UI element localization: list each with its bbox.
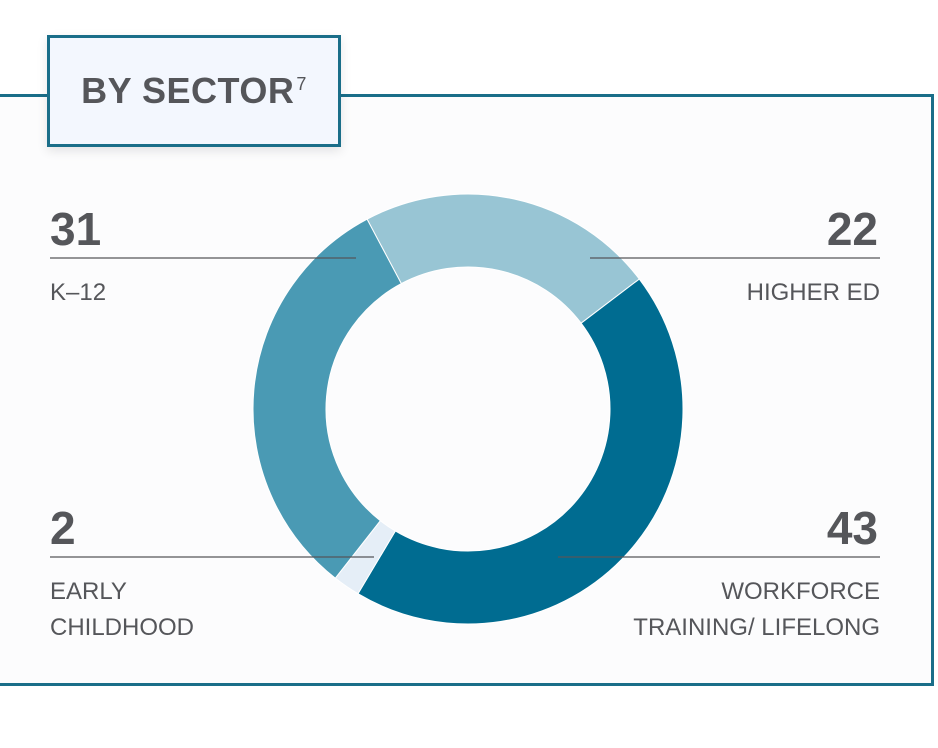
stat-label-workforce-line1: WORKFORCE <box>721 578 880 605</box>
stat-label-k12: K–12 <box>50 279 107 306</box>
footnote-marker: 7 <box>296 74 307 94</box>
donut-slices <box>252 193 684 625</box>
stat-label-higher-ed: HIGHER ED <box>746 279 880 306</box>
stat-label-workforce-line2: TRAINING/ LIFELONG <box>633 614 880 641</box>
section-tab: BY SECTOR 7 <box>47 35 341 147</box>
donut-slice-workforce-training-lifelong <box>357 278 684 625</box>
leader-lines <box>50 257 880 558</box>
stat-value-k12: 31 <box>50 203 102 255</box>
stat-label-early-childhood-line1: EARLY <box>50 578 127 605</box>
donut-slice-k-12 <box>252 218 403 579</box>
section-title: BY SECTOR 7 <box>81 70 307 112</box>
stat-value-early-childhood: 2 <box>50 502 76 554</box>
stat-value-higher-ed: 22 <box>826 203 878 255</box>
stat-label-early-childhood-line2: CHILDHOOD <box>50 614 195 641</box>
stat-value-workforce: 43 <box>826 502 878 554</box>
section-title-text: BY SECTOR <box>81 70 295 111</box>
